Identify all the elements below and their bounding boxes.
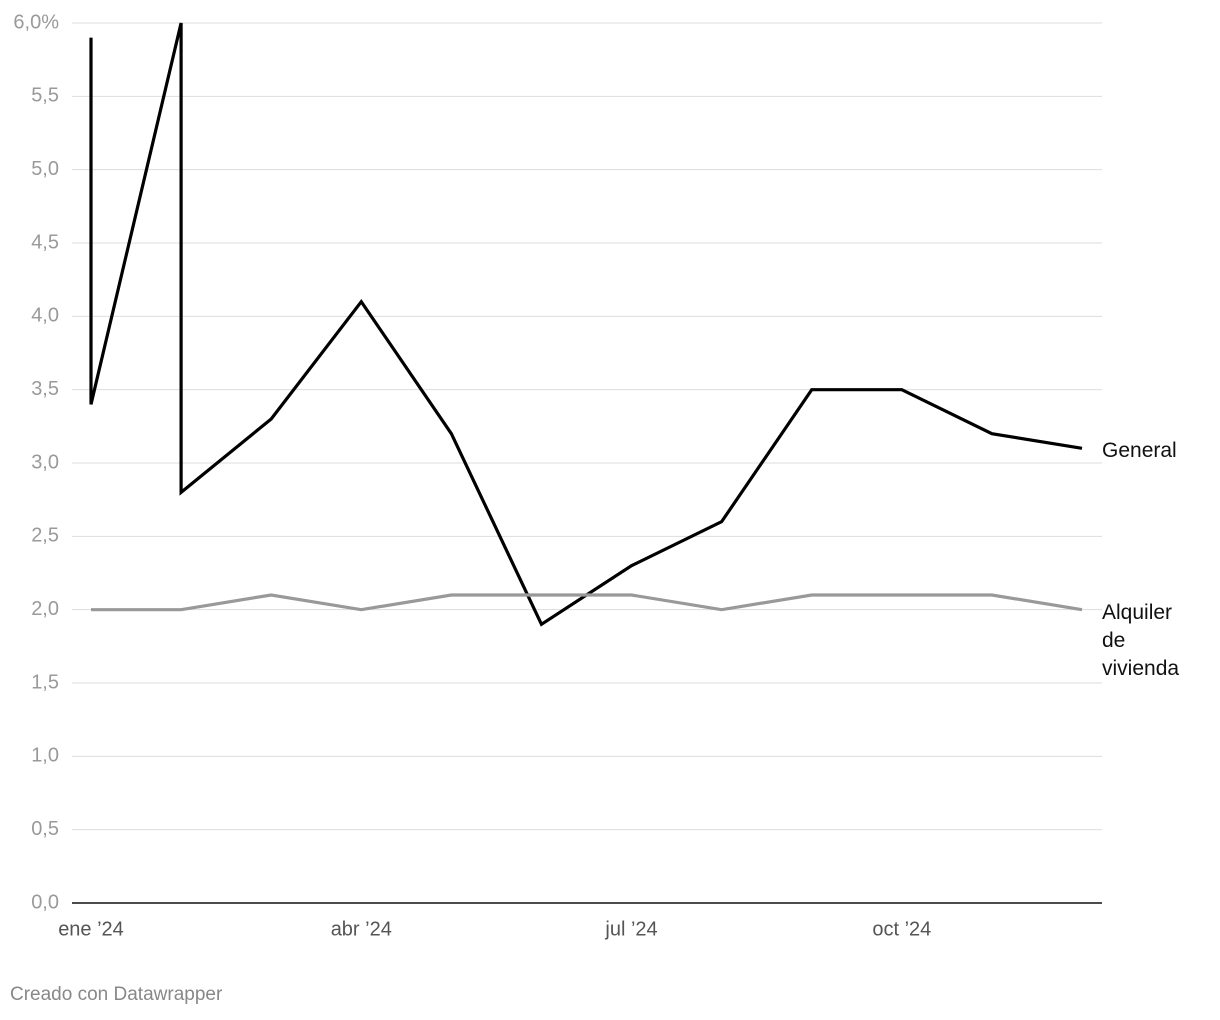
y-tick-label: 1,0 (31, 745, 59, 767)
y-tick-label: 0,5 (31, 818, 59, 840)
y-tick-label: 3,5 (31, 378, 59, 400)
y-tick-label: 6,0% (13, 11, 59, 33)
y-tick-label: 2,5 (31, 525, 59, 547)
y-tick-label: 4,0 (31, 305, 59, 327)
series-line (91, 593, 1083, 612)
y-tick-label: 3,0 (31, 451, 59, 473)
x-tick-label: abr ’24 (331, 918, 392, 940)
y-tick-label: 5,0 (31, 158, 59, 180)
series-label: General (1102, 439, 1177, 463)
x-tick-label: ene ’24 (58, 918, 124, 940)
series-line (89, 22, 1083, 627)
series-label: Alquiler de vivienda (1102, 600, 1180, 680)
y-tick-label: 2,0 (31, 598, 59, 620)
footer: Creado con Datawrapper (10, 984, 223, 1005)
y-tick-label: 1,5 (31, 671, 59, 693)
y-tick-label: 0,0 (31, 891, 59, 913)
y-tick-label: 4,5 (31, 231, 59, 253)
x-tick-label: oct ’24 (872, 918, 931, 940)
x-tick-label: jul ’24 (604, 918, 657, 940)
y-tick-label: 5,5 (31, 85, 59, 107)
